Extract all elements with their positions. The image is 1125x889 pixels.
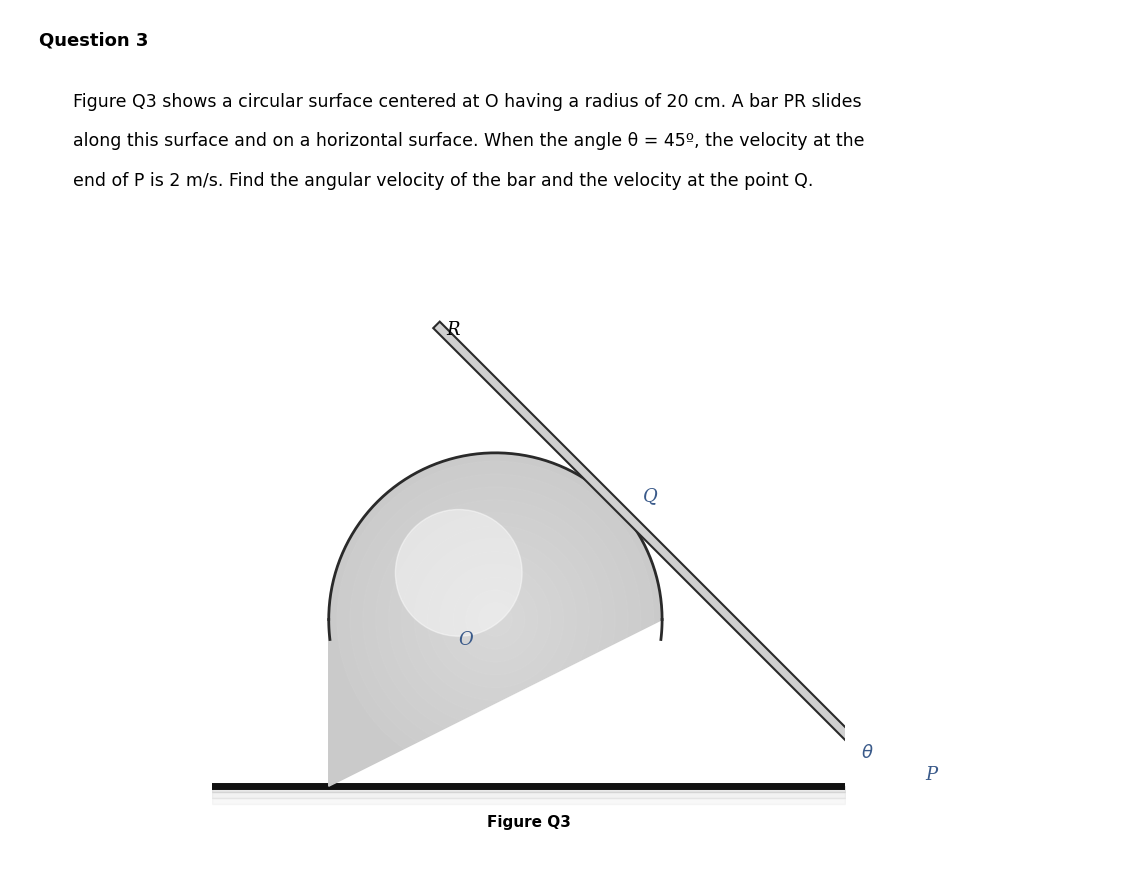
Text: Figure Q3: Figure Q3 [487,815,570,830]
Text: Question 3: Question 3 [39,31,148,49]
Polygon shape [433,322,901,789]
Polygon shape [328,453,663,786]
Text: along this surface and on a horizontal surface. When the angle θ = 45º, the velo: along this surface and on a horizontal s… [73,132,865,150]
Text: $\theta$: $\theta$ [862,744,874,762]
Text: Figure Q3 shows a circular surface centered at O having a radius of 20 cm. A bar: Figure Q3 shows a circular surface cente… [73,93,862,111]
Text: R: R [447,321,460,339]
Text: P: P [925,765,937,783]
Text: Q: Q [642,488,657,506]
Circle shape [395,509,522,637]
Text: end of P is 2 m/s. Find the angular velocity of the bar and the velocity at the : end of P is 2 m/s. Find the angular velo… [73,172,813,189]
Text: O: O [458,630,472,648]
